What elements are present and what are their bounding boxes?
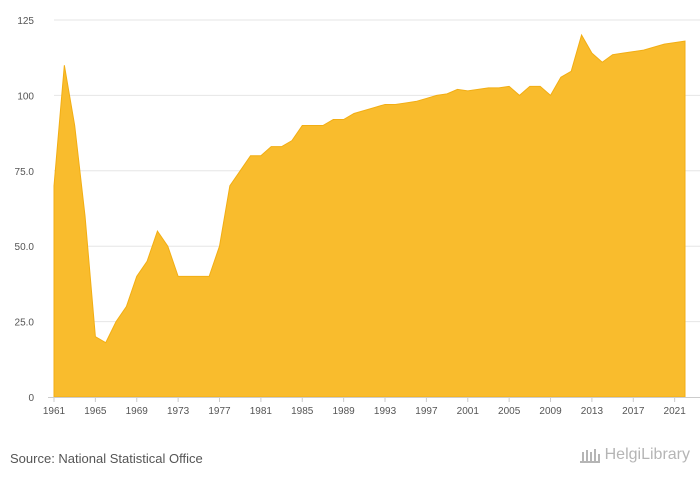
y-tick-label: 25.0	[15, 318, 35, 329]
y-tick-label: 100	[17, 91, 34, 102]
x-tick-label: 1973	[167, 406, 190, 417]
library-building-icon	[579, 449, 600, 463]
x-tick-label: 2005	[498, 406, 521, 417]
y-tick-label: 75.0	[15, 167, 35, 178]
brand-name: HelgiLibrary	[604, 446, 690, 463]
x-tick-label: 1989	[333, 406, 356, 417]
x-tick-label: 1965	[84, 406, 107, 417]
x-tick-label: 1977	[208, 406, 231, 417]
y-axis: 0 25.0 50.0 75.0 100 125	[15, 16, 35, 404]
y-tick-label: 50.0	[15, 242, 35, 253]
brand-logo[interactable]: HelgiLibrary	[579, 446, 690, 464]
x-tick-label: 1981	[250, 406, 273, 417]
y-tick-label: 0	[28, 393, 34, 404]
y-tick-label: 125	[17, 16, 34, 27]
area-chart: 0 25.0 50.0 75.0 100 125 1961 1965 1969 1973 1977…	[15, 16, 700, 417]
x-tick-label: 1985	[291, 406, 314, 417]
x-tick-label: 1993	[374, 406, 397, 417]
x-tick-label: 2021	[664, 406, 687, 417]
x-tick-label: 1969	[126, 406, 149, 417]
x-tick-label: 2001	[457, 406, 480, 417]
x-tick-label: 2009	[539, 406, 562, 417]
source-label: Source: National Statistical Office	[10, 451, 203, 466]
x-axis: 1961 1965 1969 1973 1977 1981 1985 1989 1993 1997…	[43, 397, 686, 417]
x-tick-label: 1997	[415, 406, 438, 417]
series-area	[53, 33, 686, 398]
x-tick-label: 1961	[43, 406, 66, 417]
x-tick-label: 2013	[581, 406, 604, 417]
x-tick-label: 2017	[622, 406, 645, 417]
